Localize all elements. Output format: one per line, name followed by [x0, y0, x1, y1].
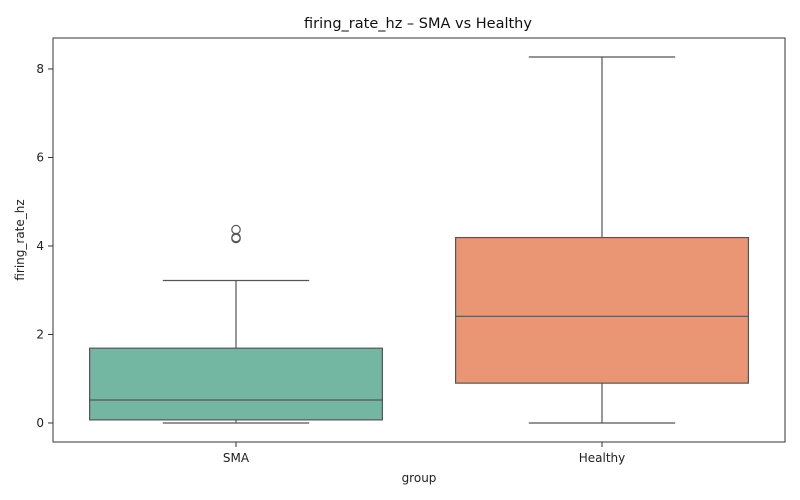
x-axis-label: group	[402, 471, 437, 485]
y-tick-label: 4	[36, 239, 44, 253]
y-axis: 0 2 4 6 8	[36, 62, 53, 430]
y-tick-label: 2	[36, 327, 44, 341]
box-iqr	[455, 236, 749, 384]
x-tick-label: SMA	[223, 451, 250, 465]
x-axis: SMA Healthy	[223, 442, 625, 465]
x-tick-label: Healthy	[579, 451, 626, 465]
box-iqr	[88, 347, 383, 421]
y-tick-label: 0	[36, 416, 44, 430]
box-sma	[88, 224, 383, 424]
chart-title: firing_rate_hz – SMA vs Healthy	[304, 16, 532, 32]
box-healthy	[455, 56, 749, 424]
outlier-point	[231, 224, 241, 235]
plot-frame	[52, 37, 786, 443]
y-axis-label: firing_rate_hz	[13, 199, 27, 280]
plot-area	[88, 56, 749, 424]
y-tick-label: 8	[36, 62, 44, 76]
y-tick-label: 6	[36, 150, 44, 164]
